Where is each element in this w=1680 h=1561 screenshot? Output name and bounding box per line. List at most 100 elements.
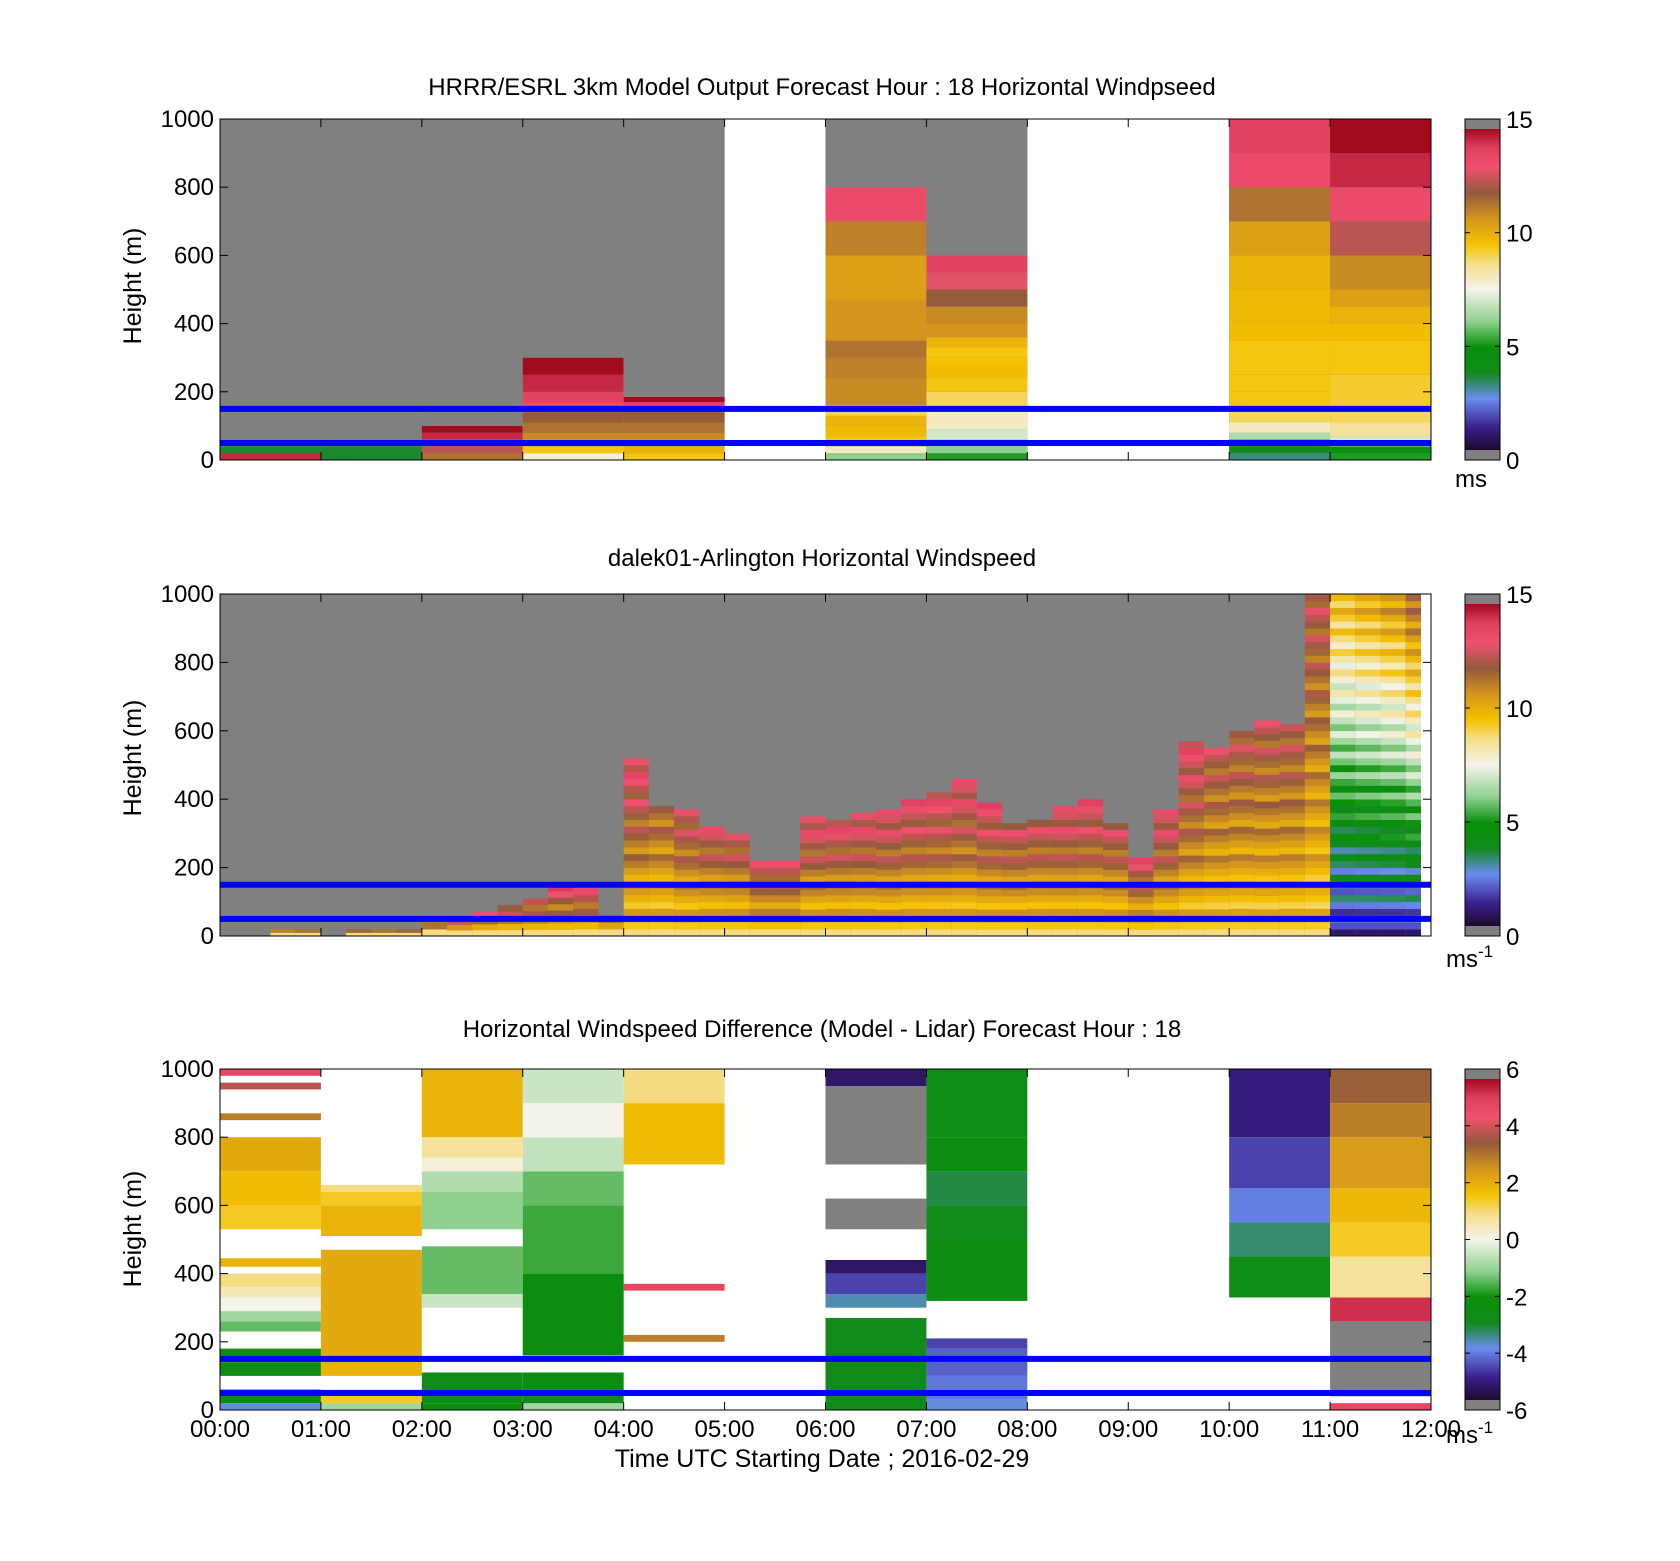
heatmap-cell [1103, 849, 1129, 857]
heatmap-cell [1355, 607, 1381, 615]
heatmap-cell [1355, 908, 1381, 916]
heatmap-cell [220, 1113, 321, 1121]
heatmap-cell [1380, 778, 1406, 786]
heatmap-cell [1279, 799, 1305, 807]
heatmap-cell [1330, 717, 1356, 725]
heatmap-cell [850, 847, 876, 855]
heatmap-cell [522, 446, 624, 454]
heatmap-cell [1355, 696, 1381, 704]
heatmap-cell [1330, 723, 1356, 732]
heatmap-cell [421, 929, 448, 937]
heatmap-cell [522, 1403, 624, 1410]
heatmap-cell [648, 812, 675, 821]
heatmap-cell [901, 867, 927, 875]
heatmap-cell [800, 902, 826, 910]
heatmap-cell [1203, 902, 1230, 910]
heatmap-cell [623, 119, 725, 397]
heatmap-cell [1330, 306, 1431, 324]
heatmap-cell [875, 816, 902, 824]
heatmap-cell [1052, 894, 1078, 903]
heatmap-cell [1229, 765, 1255, 773]
heatmap-cell [850, 860, 876, 868]
heatmap-cell [1380, 847, 1406, 855]
heatmap-cell [1153, 816, 1179, 824]
heatmap-cell [1103, 929, 1129, 937]
heatmap-cell [800, 889, 826, 897]
heatmap-cell [1330, 833, 1356, 841]
heatmap-cell [1027, 929, 1053, 937]
colorbar-frame [1464, 593, 1501, 937]
heatmap-cell [1355, 648, 1381, 656]
heatmap-cell [1330, 860, 1356, 868]
y-tick-label: 400 [174, 786, 214, 813]
heatmap-cell [699, 847, 725, 855]
heatmap-cell [1380, 806, 1406, 814]
heatmap-cell [1279, 860, 1305, 868]
heatmap-cell [926, 272, 1028, 290]
heatmap-cell [1304, 723, 1331, 732]
heatmap-cell [220, 1297, 321, 1312]
heatmap-cell [1330, 153, 1431, 188]
heatmap-cell [926, 860, 952, 868]
heatmap-cell [1229, 840, 1255, 848]
heatmap-cell [1380, 894, 1406, 903]
heatmap-cell [1103, 909, 1129, 917]
heatmap-cell [926, 901, 952, 909]
heatmap-cell [1103, 869, 1129, 877]
heatmap-cell [1052, 860, 1078, 868]
heatmap-cell [1229, 833, 1255, 841]
heatmap-cell [1229, 453, 1331, 460]
heatmap-cell [295, 932, 321, 937]
heatmap-cell [976, 862, 1003, 870]
heatmap-cell [1279, 847, 1305, 855]
heatmap-cell [623, 396, 725, 403]
heatmap-cell [396, 929, 422, 933]
heatmap-cell [1380, 730, 1406, 738]
heatmap-cell [1380, 635, 1406, 643]
heatmap-cell [926, 1338, 1028, 1349]
heatmap-cell [901, 901, 927, 909]
heatmap-cell [1178, 835, 1204, 843]
heatmap-cell [825, 867, 851, 875]
heatmap-cell [1279, 758, 1305, 766]
x-ticks [219, 1069, 1432, 1410]
heatmap-cell [875, 822, 902, 830]
heatmap-cell [1355, 860, 1381, 868]
heatmap-cell [1279, 922, 1305, 930]
heatmap-cell [1304, 696, 1331, 704]
heatmap-cell [1027, 888, 1053, 896]
heatmap-cell [1027, 860, 1053, 868]
heatmap-cell [926, 874, 952, 882]
heatmap-cell [1330, 1403, 1431, 1410]
heatmap-cell [623, 412, 725, 423]
heatmap-cell [522, 910, 548, 918]
heatmap-cell [623, 867, 649, 875]
heatmap-cell [1405, 867, 1431, 875]
heatmap-cell [648, 867, 675, 875]
heatmap-cell [1304, 888, 1331, 896]
heatmap-cell [1355, 621, 1381, 629]
heatmap-cell [951, 929, 977, 937]
heatmap-cell [1052, 929, 1078, 937]
heatmap-cell [926, 819, 952, 827]
heatmap-cell [926, 922, 952, 930]
heatmap-cell [1077, 799, 1104, 807]
heatmap-cell [699, 888, 725, 896]
heatmap-cell [951, 853, 977, 862]
heatmap-cell [1405, 689, 1431, 697]
heatmap-cell [522, 453, 624, 460]
heatmap-cell [1128, 857, 1154, 865]
heatmap-cell [421, 1069, 523, 1138]
heatmap-cell [1355, 641, 1381, 650]
heatmap-cell [976, 809, 1003, 817]
heatmap-cell [901, 860, 927, 868]
heatmap-cell [1052, 826, 1078, 834]
heatmap-cell [825, 860, 851, 868]
heatmap-cell [1052, 922, 1078, 930]
heatmap-cell [1405, 826, 1431, 834]
heatmap-cell [320, 1205, 422, 1237]
heatmap-cell [1380, 607, 1406, 615]
heatmap-plot [219, 118, 1432, 461]
heatmap-cell [1380, 669, 1406, 677]
heatmap-cell [976, 902, 1003, 910]
